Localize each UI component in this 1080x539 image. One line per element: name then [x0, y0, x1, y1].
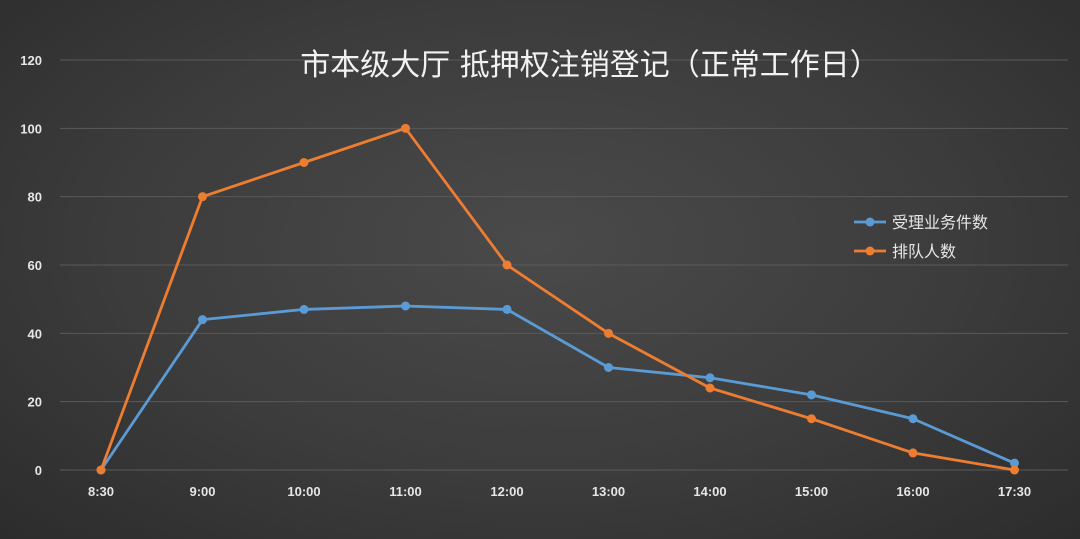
data-point — [96, 465, 106, 475]
data-point — [299, 304, 309, 314]
series-1 — [96, 301, 1019, 475]
x-tick-label: 17:30 — [998, 484, 1031, 499]
data-point — [705, 373, 715, 383]
y-tick-label: 100 — [20, 121, 42, 136]
data-point — [198, 192, 207, 202]
y-tick-label: 80 — [28, 190, 42, 205]
y-axis: 0 20 40 60 80 100 120 — [20, 53, 42, 478]
data-point — [807, 414, 816, 424]
x-tick-label: 13:00 — [592, 484, 625, 499]
x-tick-label: 15:00 — [795, 484, 828, 499]
x-tick-label: 9:00 — [189, 484, 215, 499]
x-tick-label: 11:00 — [389, 484, 422, 499]
data-point — [604, 328, 613, 338]
x-tick-label: 8:30 — [88, 484, 114, 499]
legend-item: 排队人数 — [854, 242, 956, 261]
y-tick-label: 60 — [28, 258, 42, 273]
data-point — [1010, 458, 1019, 468]
data-point — [198, 315, 207, 325]
series-line — [99, 304, 1016, 471]
legend-swatch-marker — [865, 246, 875, 256]
series-line — [99, 126, 1015, 472]
legend-label: 排队人数 — [892, 242, 956, 261]
chart-title: 市本级大厅 抵押权注销登记（正常工作日） — [300, 48, 880, 83]
gridlines — [60, 59, 1068, 471]
data-point — [299, 158, 309, 167]
legend-label: 受理业务件数 — [892, 213, 988, 232]
x-tick-label: 16:00 — [896, 484, 929, 499]
legend-item: 受理业务件数 — [854, 213, 988, 232]
y-tick-label: 40 — [28, 326, 42, 341]
data-point — [604, 363, 613, 372]
data-point — [401, 301, 410, 311]
x-tick-label: 10:00 — [287, 484, 320, 499]
y-tick-label: 120 — [20, 53, 42, 68]
x-tick-label: 12:00 — [490, 484, 523, 499]
data-point — [502, 304, 512, 314]
x-axis: 8:30 9:00 10:00 11:00 12:00 13:00 14:00 15:00 16… — [88, 484, 1031, 499]
data-point — [705, 383, 715, 393]
series-2 — [96, 123, 1019, 475]
data-point — [908, 414, 918, 424]
data-point — [908, 448, 918, 458]
data-point — [502, 260, 512, 270]
data-point — [807, 390, 816, 400]
x-tick-label: 14:00 — [693, 484, 726, 499]
legend-swatch-marker — [865, 217, 875, 227]
data-point — [1010, 465, 1019, 475]
y-tick-label: 0 — [35, 463, 42, 478]
y-tick-label: 20 — [28, 395, 42, 410]
series-lines — [96, 123, 1019, 475]
data-point — [401, 123, 410, 133]
